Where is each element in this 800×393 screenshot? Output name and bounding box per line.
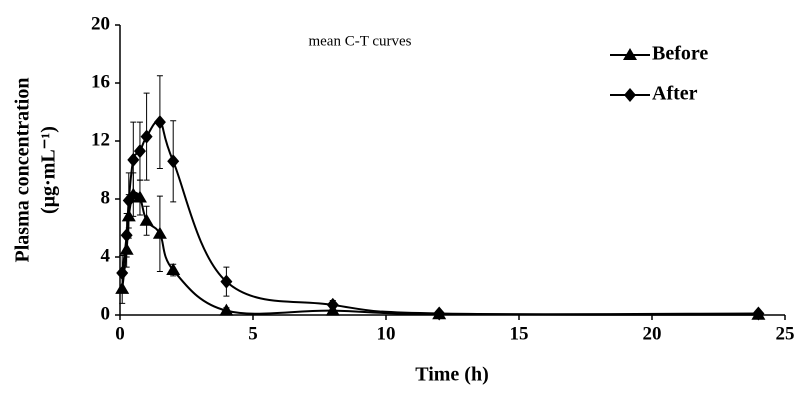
- legend-label: Before: [652, 43, 708, 65]
- x-tick-label: 15: [510, 323, 529, 344]
- series-line: [121, 120, 759, 316]
- x-tick-label: 20: [643, 323, 662, 344]
- marker: [133, 144, 146, 159]
- y-tick-label: 0: [101, 303, 111, 324]
- marker: [122, 193, 135, 208]
- series-line: [121, 191, 759, 316]
- y-tick-label: 12: [91, 129, 110, 150]
- marker: [120, 228, 133, 243]
- marker: [132, 190, 147, 203]
- marker: [116, 265, 129, 280]
- x-tick-label: 5: [248, 323, 258, 344]
- x-tick-label: 25: [776, 323, 795, 344]
- y-tick-label: 20: [91, 13, 110, 34]
- y-tick-label: 16: [91, 71, 110, 92]
- marker: [166, 263, 181, 276]
- marker: [167, 154, 180, 169]
- marker: [219, 303, 234, 316]
- marker: [624, 88, 636, 102]
- marker: [140, 129, 153, 144]
- x-tick-label: 0: [115, 323, 125, 344]
- y-axis-unit: (μg·mL⁻¹): [38, 126, 60, 214]
- y-tick-label: 8: [101, 187, 111, 208]
- x-axis-label: Time (h): [415, 364, 489, 386]
- y-tick-label: 4: [101, 245, 111, 266]
- marker: [623, 48, 637, 60]
- marker: [752, 306, 765, 321]
- marker: [139, 213, 154, 226]
- marker: [220, 274, 233, 289]
- marker: [433, 306, 446, 321]
- x-tick-label: 10: [377, 323, 396, 344]
- marker: [152, 226, 167, 239]
- legend-label: After: [652, 83, 698, 105]
- marker: [127, 152, 140, 167]
- marker: [326, 297, 339, 312]
- marker: [153, 115, 166, 130]
- chart-title: mean C-T curves: [308, 33, 411, 49]
- y-axis-label: Plasma concentration: [12, 78, 34, 263]
